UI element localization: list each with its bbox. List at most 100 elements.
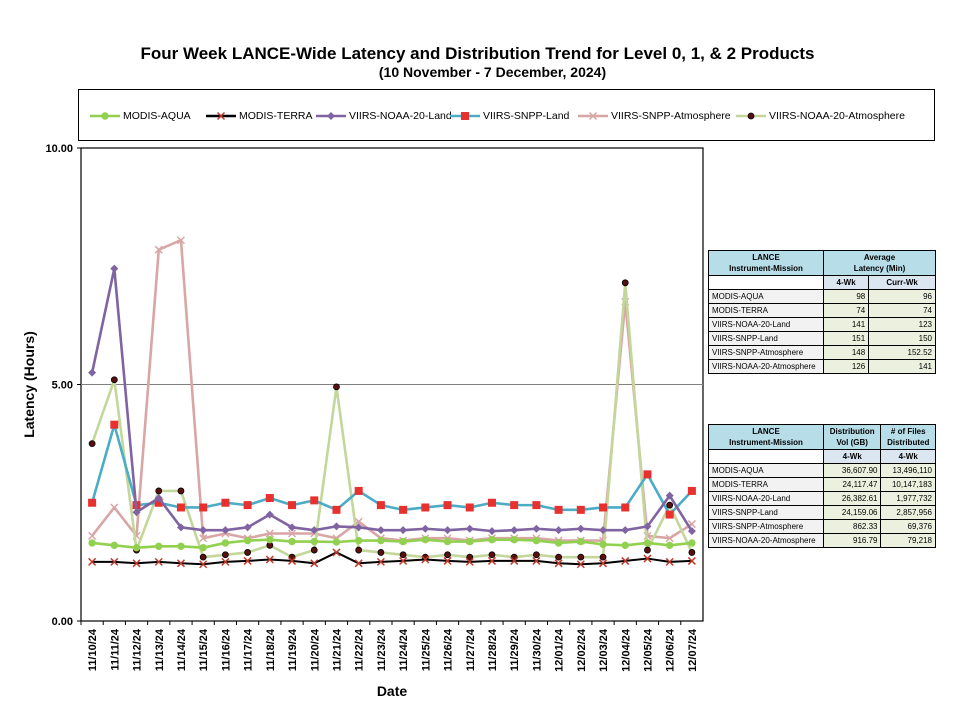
legend-label: VIIRS-SNPP-Atmosphere — [611, 110, 731, 122]
data-point-modis-aqua — [466, 537, 474, 546]
data-point-viirs-noaa-20-land — [399, 526, 408, 535]
data-point-modis-terra — [332, 548, 341, 557]
latency-table-row: VIIRS-SNPP-Land 151 150 — [708, 331, 936, 346]
x-tick-label: 11/14/24 — [176, 628, 188, 671]
value-cell: 69,376 — [880, 519, 936, 534]
legend-item-modis-aqua: MODIS-AQUA — [89, 108, 191, 124]
data-point-viirs-noaa-20-land — [221, 526, 230, 535]
data-point-viirs-noaa-20-atmosphere — [621, 279, 629, 287]
legend-swatch — [578, 111, 608, 121]
data-point-modis-terra — [176, 559, 185, 568]
data-point-modis-terra — [599, 559, 608, 568]
data-point-viirs-noaa-20-atmosphere — [399, 551, 407, 559]
data-point-viirs-snpp-land — [532, 501, 541, 510]
x-tick-label: 11/12/24 — [132, 628, 144, 671]
data-point-viirs-noaa-20-land — [310, 526, 319, 535]
data-point-viirs-noaa-20-atmosphere — [644, 546, 651, 554]
value-cell: 126 — [822, 359, 870, 374]
legend-swatch-marker — [461, 112, 469, 120]
data-point-modis-terra — [487, 556, 496, 565]
latency-table-row: MODIS-AQUA 98 96 — [708, 289, 936, 304]
data-point-viirs-snpp-land — [554, 505, 563, 514]
latency-table-sub-currwk: Curr-Wk — [868, 275, 936, 290]
data-point-modis-aqua — [599, 540, 607, 549]
mission-name-cell: VIIRS-NOAA-20-Land — [708, 317, 824, 332]
series-line-viirs-noaa-20-land — [90, 267, 693, 533]
data-point-viirs-snpp-land — [288, 501, 297, 510]
data-point-viirs-noaa-20-atmosphere — [221, 551, 229, 559]
data-point-viirs-snpp-land — [576, 505, 585, 514]
data-point-modis-terra — [265, 555, 274, 564]
data-point-viirs-noaa-20-land — [288, 523, 297, 532]
distribution-table-sub-vol: 4-Wk — [822, 449, 882, 464]
data-point-modis-aqua — [354, 536, 363, 545]
data-point-modis-terra — [465, 557, 474, 566]
legend-swatch-marker — [216, 111, 226, 121]
data-point-viirs-noaa-20-land — [621, 526, 630, 535]
data-point-modis-terra — [288, 556, 297, 565]
mission-name-cell: VIIRS-NOAA-20-Atmosphere — [708, 359, 824, 374]
data-point-modis-aqua — [221, 539, 230, 547]
x-tick-label: 11/15/24 — [198, 628, 210, 671]
data-point-viirs-snpp-land — [421, 503, 430, 512]
x-tick-label: 11/18/24 — [265, 628, 277, 671]
legend-item-viirs-snpp-land: VIIRS-SNPP-Land — [449, 108, 569, 124]
latency-table-row: MODIS-TERRA 74 74 — [708, 303, 936, 318]
legend-swatch — [450, 112, 480, 120]
x-tick-label: 11/26/24 — [443, 628, 455, 671]
x-tick-label: 12/05/24 — [642, 628, 654, 672]
value-cell: 862.33 — [822, 519, 882, 534]
legend-label: VIIRS-NOAA-20-Land — [349, 110, 452, 122]
data-point-viirs-noaa-20-atmosphere — [244, 549, 252, 556]
data-point-viirs-noaa-20-land — [88, 368, 97, 377]
data-point-modis-terra — [310, 559, 319, 568]
data-point-modis-aqua — [421, 535, 430, 544]
value-cell: 24,159.06 — [822, 505, 882, 520]
data-point-viirs-noaa-20-land — [154, 494, 163, 503]
data-point-viirs-noaa-20-land — [554, 526, 563, 535]
x-tick-label: 11/17/24 — [243, 628, 255, 671]
data-point-viirs-noaa-20-land — [510, 526, 519, 535]
distribution-table-row: VIIRS-SNPP-Land 24,159.06 2,857,956 — [708, 505, 936, 520]
distribution-table-sub-files: 4-Wk — [880, 449, 936, 464]
distribution-table-row: VIIRS-NOAA-20-Atmosphere 916.79 79,218 — [708, 533, 936, 548]
data-point-modis-aqua — [688, 539, 696, 547]
data-point-viirs-noaa-20-land — [576, 524, 585, 533]
series-line-viirs-snpp-atmosphere — [91, 238, 693, 542]
data-point-viirs-noaa-20-atmosphere — [577, 553, 585, 561]
data-point-viirs-noaa-20-land — [643, 522, 652, 531]
x-tick-label: 11/19/24 — [287, 628, 299, 671]
data-point-viirs-snpp-land — [332, 505, 341, 514]
x-tick-label: 11/13/24 — [154, 628, 166, 671]
data-point-modis-aqua — [643, 539, 652, 547]
legend-swatch-marker — [747, 112, 755, 120]
mission-name-cell: VIIRS-NOAA-20-Atmosphere — [708, 533, 824, 548]
legend-label: MODIS-AQUA — [123, 110, 191, 122]
legend-item-viirs-snpp-atmosphere: VIIRS-SNPP-Atmosphere — [577, 108, 731, 124]
data-point-modis-terra — [221, 557, 230, 566]
mission-name-cell: VIIRS-SNPP-Land — [708, 505, 824, 520]
data-point-viirs-snpp-land — [465, 503, 474, 512]
series-modis-aqua — [88, 535, 696, 552]
legend-swatch — [316, 112, 346, 120]
data-point-modis-terra — [665, 557, 674, 566]
data-point-viirs-snpp-land — [399, 505, 408, 514]
value-cell: 36,607.90 — [822, 463, 882, 478]
data-point-viirs-noaa-20-atmosphere — [88, 440, 96, 448]
data-point-modis-aqua — [621, 541, 629, 550]
data-point-modis-terra — [154, 557, 163, 566]
value-cell: 98 — [822, 289, 870, 304]
mission-name-cell: VIIRS-SNPP-Atmosphere — [708, 519, 824, 534]
value-cell: 2,857,956 — [880, 505, 936, 520]
value-cell: 141 — [822, 317, 870, 332]
x-tick-label: 11/28/24 — [487, 628, 499, 671]
legend-swatch-marker — [588, 111, 598, 121]
data-point-modis-terra — [354, 559, 363, 568]
data-point-viirs-snpp-land — [243, 501, 252, 510]
data-point-viirs-noaa-20-atmosphere — [110, 376, 118, 384]
data-point-modis-aqua — [554, 539, 563, 547]
value-cell: 74 — [868, 303, 936, 318]
data-point-viirs-snpp-land — [665, 510, 674, 519]
latency-table-header-mission: LANCE Instrument-Mission — [708, 250, 824, 276]
